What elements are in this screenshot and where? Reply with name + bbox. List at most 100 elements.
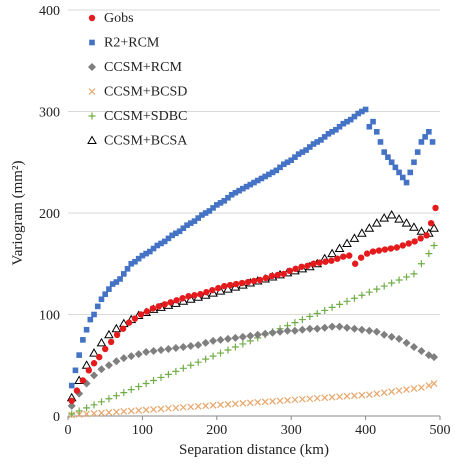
data-point bbox=[313, 394, 321, 402]
data-point bbox=[333, 126, 339, 133]
data-point bbox=[179, 342, 188, 351]
data-point bbox=[357, 325, 366, 334]
data-point bbox=[165, 235, 172, 242]
data-point bbox=[410, 385, 418, 393]
data-point bbox=[85, 367, 93, 374]
data-point bbox=[403, 386, 410, 394]
data-point bbox=[396, 169, 402, 176]
data-point bbox=[202, 210, 209, 216]
data-point bbox=[316, 259, 323, 266]
data-point bbox=[417, 235, 424, 242]
data-point bbox=[90, 410, 98, 417]
data-point bbox=[187, 220, 194, 226]
data-point bbox=[97, 365, 106, 374]
data-point bbox=[239, 399, 247, 407]
data-point bbox=[231, 333, 240, 342]
data-point bbox=[97, 398, 105, 406]
data-point bbox=[322, 258, 329, 265]
data-point bbox=[329, 129, 335, 135]
data-point bbox=[369, 248, 377, 255]
data-point bbox=[239, 340, 247, 348]
data-point bbox=[161, 238, 168, 245]
data-point bbox=[350, 294, 358, 302]
data-point bbox=[135, 255, 142, 262]
data-point bbox=[83, 410, 91, 418]
data-point bbox=[210, 205, 216, 211]
data-point bbox=[430, 380, 438, 387]
data-point bbox=[277, 164, 283, 171]
legend-label: CCSM+SDBC bbox=[104, 109, 187, 124]
data-point bbox=[290, 326, 299, 335]
data-point bbox=[276, 397, 284, 405]
legend-label: Gobs bbox=[104, 11, 134, 26]
data-point bbox=[127, 386, 135, 394]
series-ccsm-bcsa bbox=[66, 210, 439, 402]
data-point bbox=[402, 338, 411, 347]
data-point bbox=[238, 279, 246, 287]
data-point bbox=[90, 371, 99, 380]
data-point bbox=[347, 116, 354, 123]
data-point bbox=[380, 330, 389, 339]
data-point bbox=[173, 297, 180, 304]
data-point bbox=[158, 240, 164, 247]
data-point bbox=[351, 260, 359, 267]
data-point bbox=[288, 157, 294, 164]
data-point bbox=[217, 349, 225, 357]
data-point bbox=[232, 280, 240, 288]
data-point bbox=[379, 213, 390, 222]
data-point bbox=[209, 352, 217, 360]
data-point bbox=[134, 350, 143, 359]
series-gobs bbox=[68, 204, 439, 404]
data-point bbox=[121, 271, 127, 277]
data-point bbox=[238, 332, 247, 341]
data-point bbox=[321, 306, 329, 314]
data-point bbox=[104, 329, 114, 339]
data-point bbox=[149, 305, 157, 312]
data-point bbox=[83, 326, 90, 333]
data-point bbox=[321, 394, 329, 402]
data-point bbox=[268, 328, 277, 337]
data-point bbox=[254, 398, 262, 406]
data-point bbox=[247, 181, 254, 188]
legend-label: R2+RCM bbox=[104, 36, 160, 51]
data-point bbox=[358, 291, 366, 299]
data-point bbox=[187, 361, 195, 369]
legend-label: CCSM+BCSA bbox=[104, 134, 188, 149]
data-point bbox=[298, 395, 306, 403]
data-point bbox=[335, 322, 344, 331]
data-point bbox=[195, 215, 201, 221]
data-point bbox=[400, 174, 406, 181]
data-point bbox=[89, 348, 99, 357]
data-point bbox=[388, 159, 395, 166]
data-point bbox=[258, 175, 265, 182]
x-tick-label: 400 bbox=[355, 423, 376, 438]
data-point bbox=[243, 183, 250, 190]
data-point bbox=[155, 303, 162, 310]
y-tick-label: 300 bbox=[39, 106, 60, 121]
data-point bbox=[291, 319, 299, 327]
data-point bbox=[91, 311, 97, 318]
data-point bbox=[251, 179, 257, 186]
data-point bbox=[67, 401, 76, 410]
data-point bbox=[432, 204, 439, 212]
data-point bbox=[343, 297, 351, 305]
data-point bbox=[416, 226, 427, 235]
data-point bbox=[68, 382, 75, 389]
data-point bbox=[336, 300, 344, 308]
data-point bbox=[244, 278, 252, 286]
data-point bbox=[334, 255, 341, 262]
data-point bbox=[217, 401, 224, 409]
data-point bbox=[194, 340, 203, 349]
data-point bbox=[142, 348, 151, 357]
data-point bbox=[119, 325, 127, 332]
data-point bbox=[215, 284, 222, 292]
data-point bbox=[409, 222, 419, 231]
data-point bbox=[72, 367, 79, 374]
data-point bbox=[143, 308, 151, 315]
y-tick-label: 100 bbox=[39, 309, 60, 324]
data-point bbox=[394, 214, 404, 223]
legend-marker bbox=[88, 63, 96, 71]
data-point bbox=[304, 262, 311, 269]
data-point bbox=[109, 281, 116, 287]
data-point bbox=[191, 292, 198, 299]
